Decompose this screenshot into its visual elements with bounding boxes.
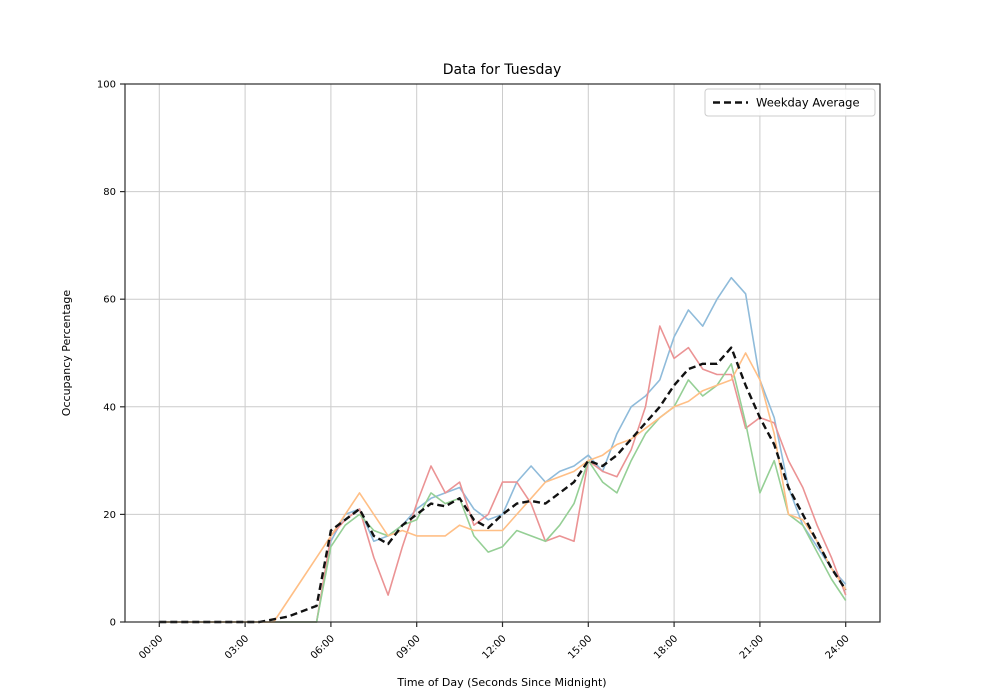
legend-box xyxy=(704,88,876,117)
legend-label: Weekday Average xyxy=(756,96,860,110)
x-axis-label: Time of Day (Seconds Since Midnight) xyxy=(396,676,606,689)
y-tick-label: 80 xyxy=(103,187,116,198)
chart-plot-area: 0 20 40 60 80 100 00:00 03:00 06:00 09:00 12:00 15:… xyxy=(97,80,881,662)
x-tick-label: 03:00 xyxy=(223,633,251,661)
x-tick-label: 12:00 xyxy=(480,633,508,661)
x-tick-label: 21:00 xyxy=(738,633,766,661)
x-tick-label: 06:00 xyxy=(309,633,337,661)
y-tick-label: 0 xyxy=(110,618,116,629)
y-tick-label: 40 xyxy=(103,402,116,413)
y-tick-label: 100 xyxy=(97,80,116,91)
legend: Weekday Average xyxy=(704,88,876,117)
y-tick-label: 60 xyxy=(103,295,116,306)
x-tick-label: 00:00 xyxy=(137,633,165,661)
chart-title: Data for Tuesday xyxy=(443,62,562,78)
x-tick-label: 15:00 xyxy=(566,633,594,661)
x-tick-label: 09:00 xyxy=(395,633,423,661)
y-axis-label: Occupancy Percentage xyxy=(60,290,73,417)
y-tick-label: 20 xyxy=(103,510,116,521)
x-tick-label: 18:00 xyxy=(652,633,680,661)
series-line-weekday-average xyxy=(159,346,847,624)
x-tick-label: 24:00 xyxy=(824,633,852,661)
